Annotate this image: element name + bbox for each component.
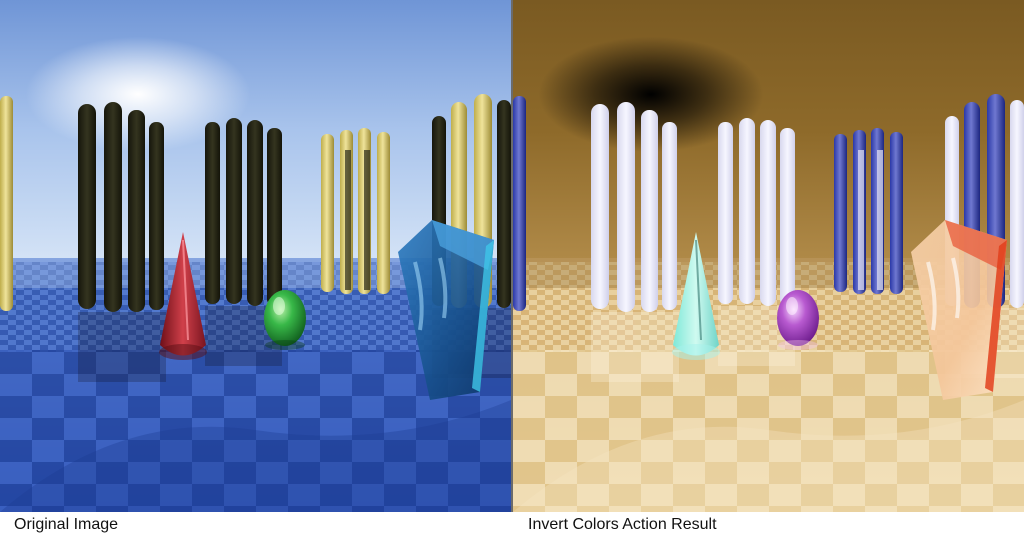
purple-egg xyxy=(777,290,819,350)
caption-inverted: Invert Colors Action Result xyxy=(528,516,717,533)
green-egg xyxy=(264,290,306,350)
pillar-group xyxy=(513,94,1024,312)
caption-original: Original Image xyxy=(14,516,119,533)
cyan-cone xyxy=(672,232,720,360)
original-scene xyxy=(0,0,511,512)
pillar-group xyxy=(0,94,511,312)
inverted-image-panel xyxy=(513,0,1024,512)
red-cone xyxy=(159,232,207,360)
inverted-scene xyxy=(513,0,1024,512)
original-image-panel xyxy=(0,0,511,512)
peach-glass-block xyxy=(911,220,1007,400)
blue-glass-block xyxy=(398,220,494,400)
panel-divider xyxy=(511,0,513,512)
